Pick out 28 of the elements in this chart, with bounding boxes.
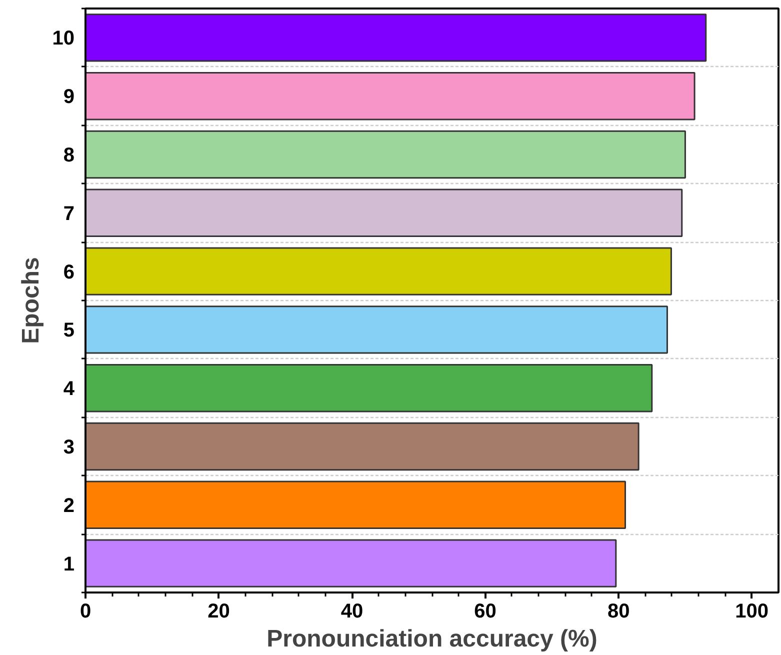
bar xyxy=(86,188,683,238)
bar xyxy=(86,306,668,354)
x-axis-title: Pronounciation accuracy (%) xyxy=(266,626,598,652)
y-tick-label: 7 xyxy=(63,202,74,225)
y-tick-label: 9 xyxy=(63,86,74,108)
y-tick-label: 5 xyxy=(63,320,74,342)
bar xyxy=(86,130,686,179)
x-tick-label: 100 xyxy=(735,600,769,622)
y-tick-label: 2 xyxy=(63,494,74,517)
bar xyxy=(86,364,653,412)
bar xyxy=(86,539,617,588)
y-tick-label: 4 xyxy=(63,378,76,400)
x-tick-label: 0 xyxy=(80,600,92,622)
x-tick-label: 80 xyxy=(607,600,630,622)
bar xyxy=(86,422,640,471)
y-tick-label: 10 xyxy=(52,28,75,50)
x-tick-label: 60 xyxy=(474,600,496,622)
y-tick-label: 3 xyxy=(63,436,74,458)
bar xyxy=(86,72,696,120)
y-axis-title: Epochs xyxy=(17,257,44,344)
bar xyxy=(86,14,707,62)
y-tick-label: 1 xyxy=(63,553,74,576)
bar xyxy=(86,480,626,530)
x-tick-label: 20 xyxy=(208,600,230,622)
x-tick-label: 40 xyxy=(340,600,364,622)
y-tick-label: 6 xyxy=(63,261,74,284)
bar xyxy=(86,247,672,296)
y-tick-label: 8 xyxy=(63,144,74,166)
